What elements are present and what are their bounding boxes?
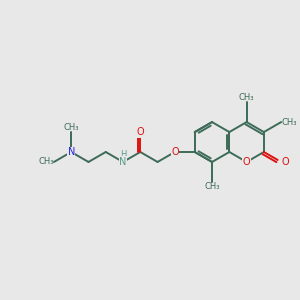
Text: CH₃: CH₃: [239, 93, 254, 102]
Text: O: O: [171, 147, 178, 157]
Text: N: N: [68, 147, 75, 157]
Text: CH₃: CH₃: [38, 158, 54, 166]
Text: CH₃: CH₃: [63, 123, 79, 132]
Text: N: N: [119, 157, 127, 167]
Text: O: O: [281, 157, 289, 167]
Text: O: O: [136, 127, 144, 137]
Text: H: H: [120, 151, 126, 160]
Text: O: O: [243, 157, 250, 167]
Text: CH₃: CH₃: [281, 118, 297, 127]
Text: CH₃: CH₃: [204, 182, 220, 191]
